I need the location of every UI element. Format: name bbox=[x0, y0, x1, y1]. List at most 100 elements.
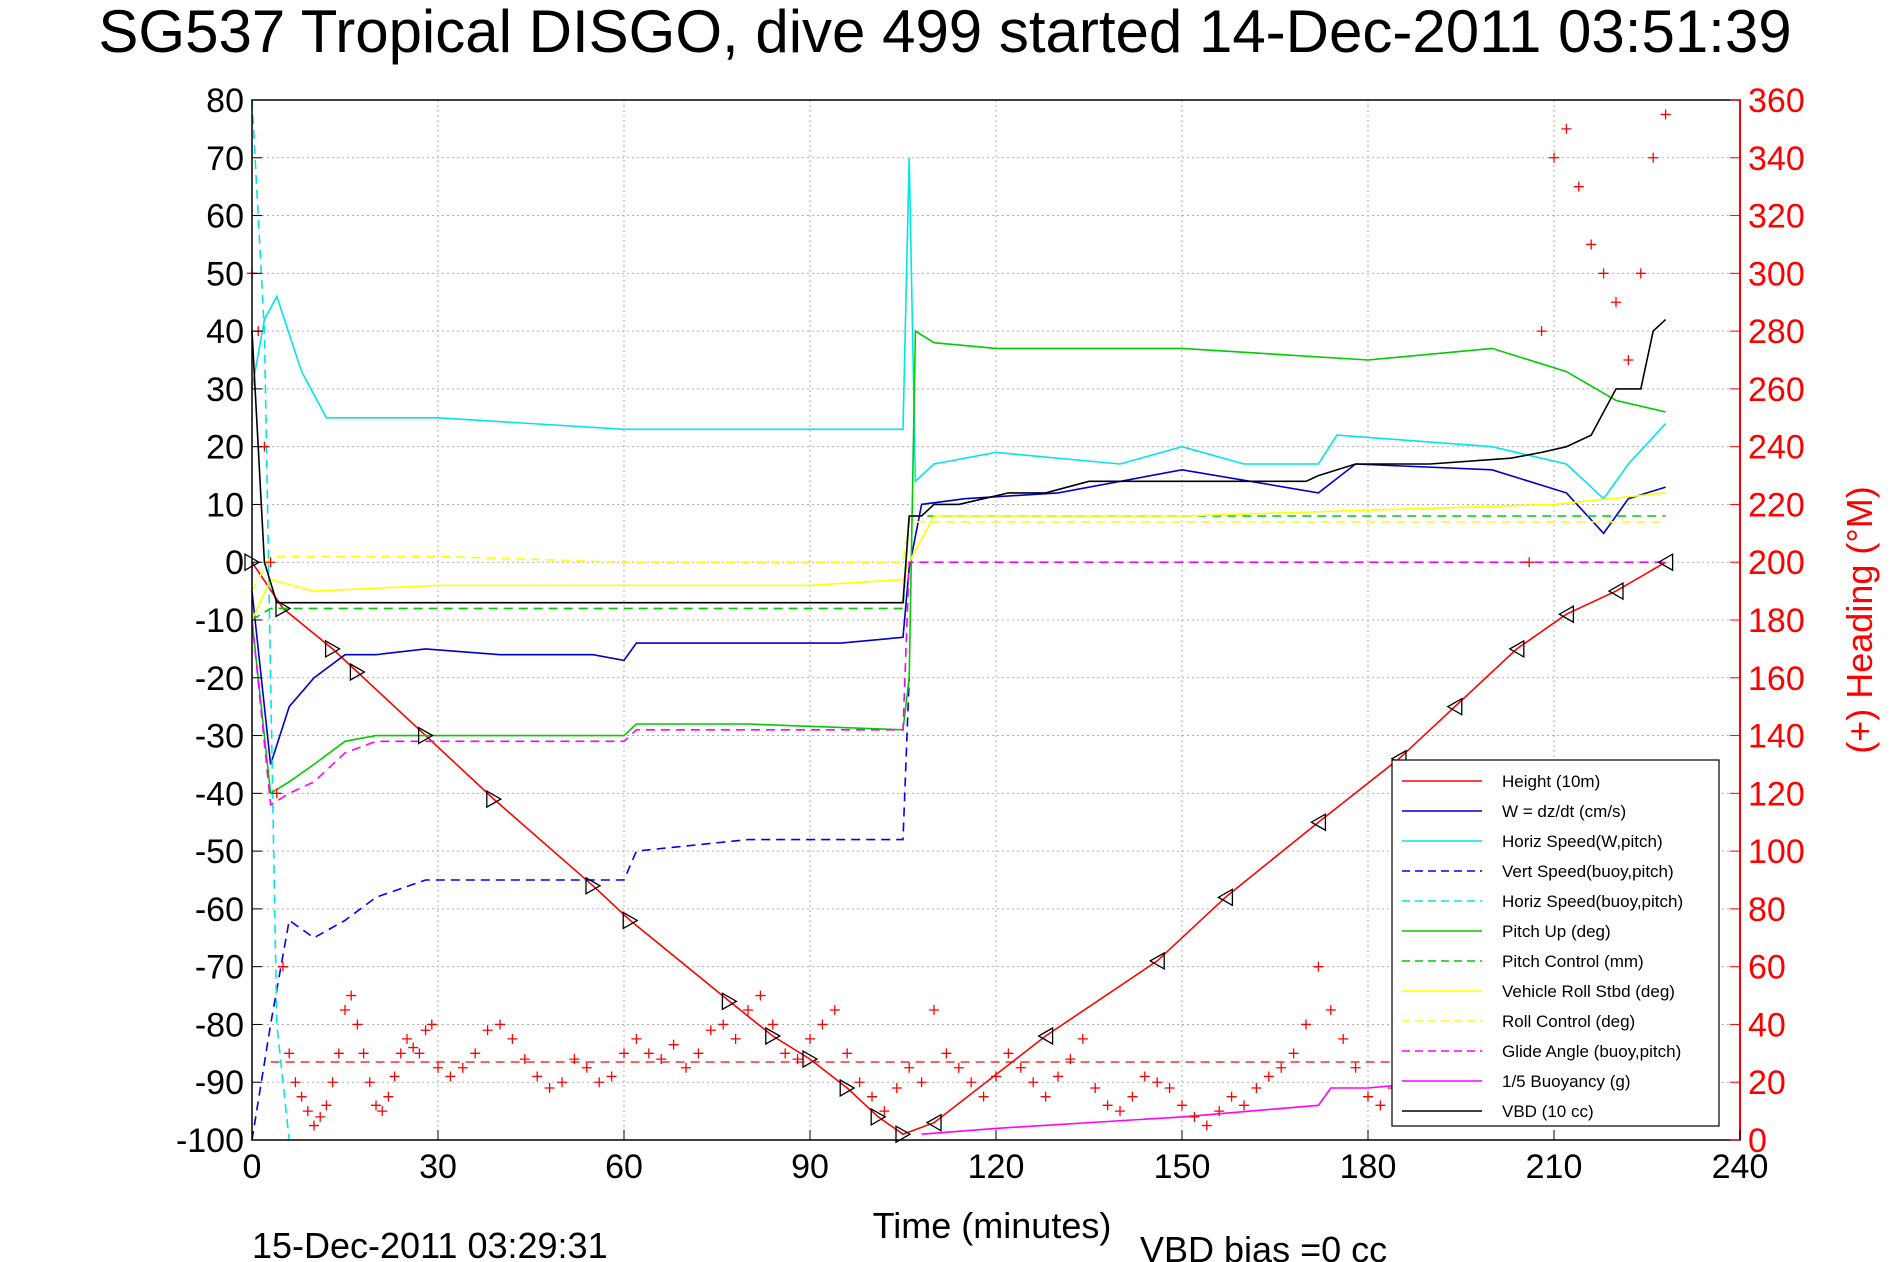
heading-point bbox=[619, 1048, 629, 1059]
heading-point bbox=[1598, 268, 1609, 279]
heading-point bbox=[507, 1033, 518, 1044]
heading-point bbox=[705, 1025, 716, 1036]
heading-point bbox=[1239, 1100, 1249, 1111]
y-tick-label: -80 bbox=[195, 1006, 244, 1044]
height-marker bbox=[585, 876, 602, 895]
y-tick-label: 60 bbox=[206, 198, 244, 236]
heading-point bbox=[1288, 1048, 1299, 1059]
y2-tick-label: 20 bbox=[1748, 1064, 1786, 1102]
heading-point bbox=[1549, 152, 1559, 163]
height-marker bbox=[1148, 951, 1165, 971]
y-tick-label: 30 bbox=[206, 371, 244, 409]
heading-point bbox=[1611, 297, 1621, 308]
series-horiz-speed-w-pitch bbox=[251, 157, 1667, 500]
heading-point bbox=[1536, 326, 1547, 337]
height-marker bbox=[925, 1113, 942, 1132]
legend-label: VBD (10 cc) bbox=[1502, 1102, 1594, 1121]
height-marker bbox=[870, 1107, 887, 1127]
heading-point bbox=[302, 1106, 313, 1117]
heading-point bbox=[1201, 1120, 1212, 1131]
legend-label: 1/5 Buoyancy (g) bbox=[1502, 1072, 1631, 1091]
x-tick-labels: 0 30 60 90 120 150 180 210 240 bbox=[243, 1130, 1768, 1186]
heading-point bbox=[1214, 1106, 1225, 1117]
x-tick-label: 120 bbox=[968, 1148, 1025, 1186]
y2-tick-label: 180 bbox=[1748, 602, 1805, 640]
heading-point bbox=[829, 1005, 840, 1015]
heading-point bbox=[557, 1077, 567, 1088]
y-tick-label: 50 bbox=[206, 255, 244, 293]
height-marker bbox=[839, 1078, 856, 1098]
height-marker bbox=[417, 726, 434, 745]
legend: Height (10m) W = dz/dt (cm/s) Horiz Speed(… bbox=[1391, 759, 1720, 1127]
y-tick-label: 10 bbox=[206, 486, 244, 524]
height-marker bbox=[622, 911, 639, 930]
heading-point bbox=[395, 1048, 406, 1059]
heading-point bbox=[1313, 961, 1324, 972]
x-axis-label: Time (minutes) bbox=[873, 1205, 1112, 1246]
heading-point bbox=[1573, 181, 1584, 192]
heading-point bbox=[991, 1071, 1001, 1082]
heading-point bbox=[1660, 109, 1671, 120]
heading-point bbox=[668, 1039, 679, 1050]
heading-point bbox=[643, 1048, 654, 1059]
height-marker bbox=[1310, 813, 1327, 832]
series-glide-angle-buoy-pitch bbox=[251, 561, 1666, 807]
heading-point bbox=[1127, 1091, 1138, 1102]
heading-point bbox=[1139, 1071, 1150, 1082]
height-marker bbox=[895, 1125, 912, 1144]
heading-point bbox=[1263, 1071, 1274, 1082]
series-roll-control-deg bbox=[251, 520, 1666, 592]
height-marker bbox=[1657, 553, 1674, 572]
heading-point bbox=[1065, 1054, 1076, 1065]
y-tick-label: -60 bbox=[195, 891, 244, 929]
heading-point bbox=[414, 1048, 425, 1059]
heading-point bbox=[1586, 239, 1597, 250]
series-vert-speed-buoy-pitch bbox=[251, 677, 910, 1141]
heading-point bbox=[1363, 1091, 1373, 1102]
y-tick-label: -30 bbox=[195, 718, 244, 756]
height-marker bbox=[1037, 1026, 1054, 1046]
y2-tick-label: 80 bbox=[1748, 891, 1786, 929]
heading-point bbox=[854, 1077, 865, 1088]
heading-point bbox=[1561, 123, 1572, 134]
heading-point bbox=[929, 1005, 939, 1015]
heading-point bbox=[718, 1019, 729, 1030]
heading-point bbox=[631, 1033, 642, 1044]
heading-point bbox=[767, 1019, 778, 1030]
heading-point bbox=[327, 1077, 338, 1088]
heading-point bbox=[321, 1100, 332, 1111]
heading-point bbox=[1164, 1083, 1175, 1093]
series-w-dz-dt-cm-s bbox=[251, 463, 1666, 765]
y2-tick-label: 300 bbox=[1748, 255, 1805, 293]
heading-point bbox=[1524, 557, 1535, 568]
heading-point bbox=[340, 1005, 350, 1015]
heading-point bbox=[817, 1019, 828, 1030]
heading-point bbox=[358, 1048, 369, 1059]
x-tick-label: 150 bbox=[1154, 1148, 1211, 1186]
heading-point bbox=[904, 1062, 915, 1073]
heading-point bbox=[389, 1071, 400, 1082]
series-pitch-control-mm bbox=[251, 515, 1666, 621]
x-tick-label: 30 bbox=[419, 1148, 457, 1186]
heading-point bbox=[1177, 1100, 1187, 1111]
legend-label: Vert Speed(buoy,pitch) bbox=[1502, 862, 1674, 881]
y2-tick-label: 280 bbox=[1748, 313, 1805, 351]
legend-label: Glide Angle (buoy,pitch) bbox=[1502, 1042, 1681, 1061]
heading-point bbox=[1301, 1019, 1311, 1030]
heading-point bbox=[420, 1025, 431, 1036]
x-tick-label: 210 bbox=[1526, 1148, 1583, 1186]
heading-point bbox=[755, 990, 766, 1001]
heading-point bbox=[842, 1048, 853, 1059]
y2-tick-label: 240 bbox=[1748, 429, 1805, 467]
heading-point bbox=[1375, 1100, 1386, 1111]
heading-point bbox=[867, 1091, 877, 1102]
x-tick-label: 90 bbox=[791, 1148, 829, 1186]
heading-point bbox=[284, 1048, 295, 1059]
height-marker bbox=[324, 639, 341, 659]
x-tick-label: 0 bbox=[243, 1148, 262, 1186]
heading-point bbox=[433, 1062, 443, 1073]
y2-tick-label: 0 bbox=[1748, 1122, 1767, 1160]
y2-tick-label: 100 bbox=[1748, 833, 1805, 871]
legend-label: W = dz/dt (cm/s) bbox=[1502, 802, 1626, 821]
